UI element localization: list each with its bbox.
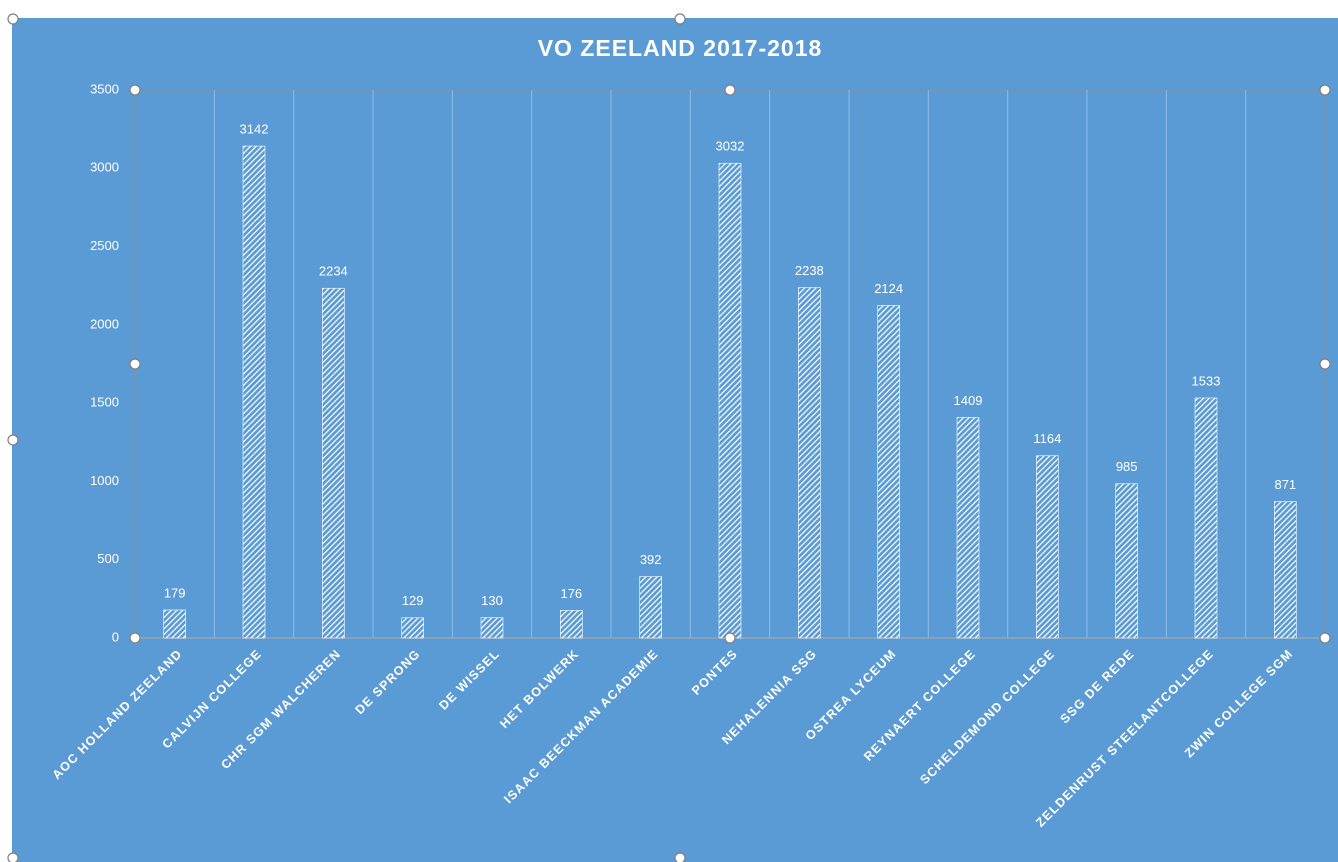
bar	[560, 610, 583, 639]
y-tick-label: 0	[112, 629, 119, 644]
data-label: 3142	[240, 121, 269, 136]
bar	[1036, 455, 1059, 639]
data-label: 176	[560, 586, 582, 601]
bar	[480, 617, 504, 639]
bar	[877, 305, 900, 639]
handle[interactable]	[1319, 84, 1331, 96]
handle[interactable]	[674, 852, 686, 862]
y-tick-label: 1000	[90, 473, 119, 488]
bar	[639, 576, 662, 639]
data-label: 1164	[1033, 431, 1061, 446]
bar	[718, 162, 742, 639]
handle[interactable]	[129, 358, 141, 370]
handle[interactable]	[674, 13, 686, 25]
marks: 179 3142 2234 129 130 176 392 3032 2238 2124 1409 1…	[163, 121, 1297, 639]
bar	[322, 287, 345, 639]
data-label: 392	[640, 552, 662, 567]
y-tick-label: 3000	[90, 160, 119, 175]
bar	[1274, 501, 1297, 639]
data-label: 985	[1116, 459, 1138, 474]
y-tick-label: 2500	[90, 238, 119, 253]
selection-handles	[7, 13, 1331, 862]
bar	[163, 609, 186, 639]
grid	[213, 90, 1247, 638]
y-tick-label: 2000	[90, 316, 119, 331]
y-tick-label: 1500	[90, 395, 119, 410]
chart-title: VO ZEELAND 2017-2018	[538, 35, 823, 61]
handle[interactable]	[129, 84, 141, 96]
data-label: 1533	[1192, 373, 1221, 388]
data-label: 2124	[874, 281, 903, 296]
bar	[798, 287, 821, 639]
y-tick-label: 500	[97, 551, 119, 566]
bar	[1194, 397, 1218, 639]
data-label: 129	[402, 593, 424, 608]
handle[interactable]	[1319, 358, 1331, 370]
bar	[401, 617, 424, 639]
data-label: 130	[481, 593, 503, 608]
y-tick-label: 3500	[90, 81, 119, 96]
handle[interactable]	[724, 632, 736, 644]
data-label: 179	[164, 585, 186, 600]
handle[interactable]	[7, 852, 19, 862]
handle[interactable]	[7, 13, 19, 25]
data-label: 1409	[954, 393, 983, 408]
data-label: 3032	[716, 139, 745, 154]
handle[interactable]	[724, 84, 736, 96]
chart-area[interactable]	[12, 18, 1338, 862]
bar	[1115, 483, 1138, 639]
data-label: 871	[1274, 477, 1296, 492]
handle[interactable]	[7, 434, 19, 446]
data-label: 2234	[319, 264, 348, 279]
handle[interactable]	[1319, 632, 1331, 644]
handle[interactable]	[129, 632, 141, 644]
bar	[242, 145, 266, 639]
bar	[956, 417, 980, 639]
data-label: 2238	[795, 263, 824, 278]
